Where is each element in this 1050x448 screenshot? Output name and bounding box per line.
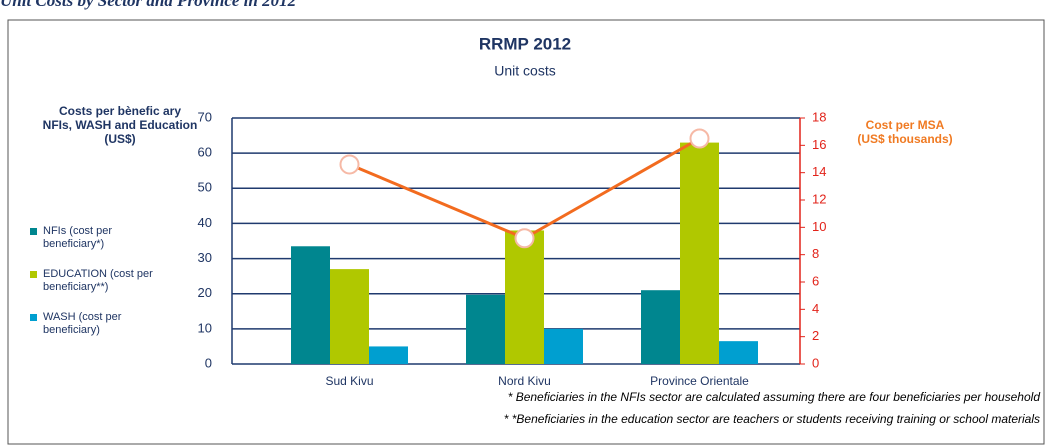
y-tick-label: 10: [198, 320, 212, 335]
x-tick-label: Nord Kivu: [498, 374, 551, 388]
legend-label: NFIs (cost per beneficiary*): [43, 225, 113, 250]
footnote: * *Beneficiaries in the education sector…: [504, 412, 1040, 426]
legend-item: NFIs (cost per beneficiary*): [30, 225, 180, 251]
legend-label: WASH (cost per beneficiary): [43, 311, 122, 336]
heading: Unit Costs by Sector and Province in 201…: [0, 0, 297, 10]
y2-tick-label: 18: [812, 109, 826, 124]
y2-tick-label: 2: [812, 328, 819, 343]
y-axis-label: Costs per bènefic ary NFIs, WASH and Edu…: [42, 104, 198, 146]
legend-swatch: [30, 314, 37, 321]
bar: [330, 269, 369, 364]
x-tick-label: Sud Kivu: [325, 374, 373, 388]
bar: [466, 294, 505, 364]
bar: [680, 142, 719, 364]
y2-tick-label: 8: [812, 246, 819, 261]
chart-title: RRMP 2012: [479, 34, 571, 53]
legend-swatch: [30, 228, 37, 235]
bar: [505, 230, 544, 364]
y-tick-label: 0: [205, 355, 212, 370]
chart-subtitle: Unit costs: [494, 63, 555, 79]
y-tick-label: 50: [198, 180, 212, 195]
chart-frame: [7, 19, 1045, 445]
legend-swatch: [30, 271, 37, 278]
y2-tick-label: 10: [812, 219, 826, 234]
bar: [719, 341, 758, 364]
line-marker: [689, 128, 710, 149]
legend-item: WASH (cost per beneficiary): [30, 311, 180, 337]
y-tick-label: 70: [198, 109, 212, 124]
y2-tick-label: 14: [812, 164, 826, 179]
bar: [369, 346, 408, 364]
legend-label: EDUCATION (cost per beneficiary**): [43, 268, 153, 293]
footnote: * Beneficiaries in the NFIs sector are c…: [508, 390, 1041, 404]
bar: [544, 328, 583, 364]
y2-tick-label: 6: [812, 273, 819, 288]
bar: [641, 290, 680, 364]
line-marker: [514, 228, 535, 249]
line-marker: [339, 154, 360, 175]
bar: [291, 246, 330, 364]
legend-item: EDUCATION (cost per beneficiary**): [30, 268, 180, 294]
x-tick-label: Province Orientale: [650, 374, 749, 388]
y-tick-label: 40: [198, 215, 212, 230]
y2-tick-label: 16: [812, 137, 826, 152]
y-tick-label: 20: [198, 285, 212, 300]
y2-axis-label: Cost per MSA (US$ thousands): [857, 118, 953, 146]
y2-tick-label: 0: [812, 355, 819, 370]
y2-tick-label: 4: [812, 301, 819, 316]
y-tick-label: 60: [198, 145, 212, 160]
y2-tick-label: 12: [812, 191, 826, 206]
y-tick-label: 30: [198, 250, 212, 265]
